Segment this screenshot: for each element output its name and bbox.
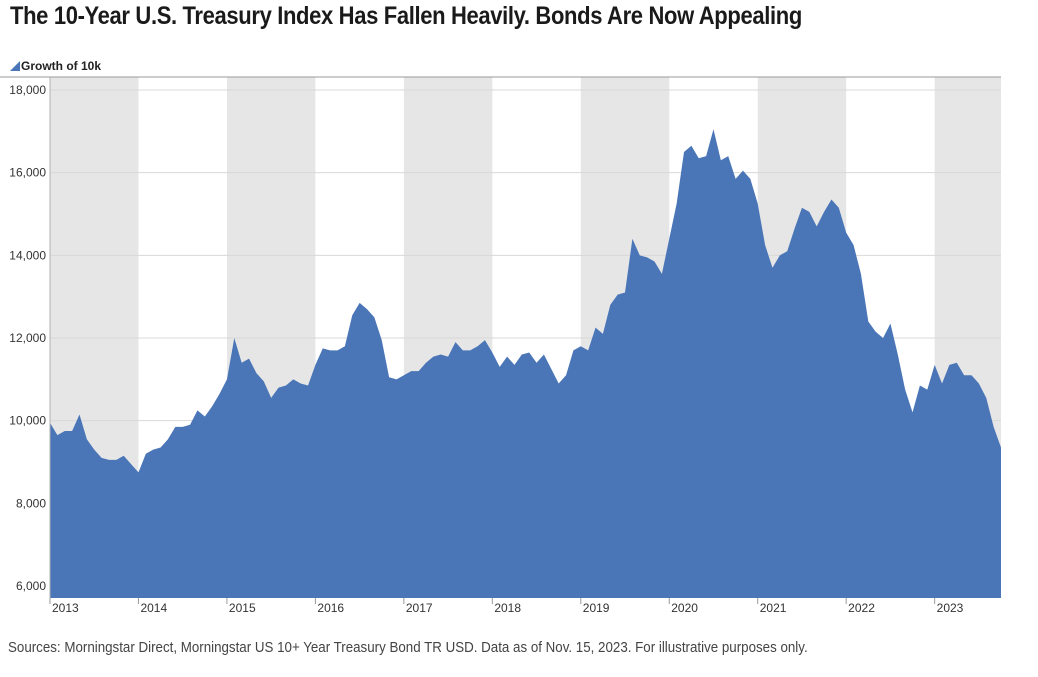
legend-label: Growth of 10k [21,59,102,73]
x-tick-label-2016: 2016 [317,601,344,615]
series-area [50,129,1001,598]
x-tick-label-2023: 2023 [937,601,964,615]
x-tick-label-2015: 2015 [229,601,256,615]
x-tick-label-2013: 2013 [52,601,79,615]
y-tick-label-10000: 10,000 [9,414,46,428]
y-tick-label-18000: 18,000 [9,83,46,97]
y-tick-label-6000: 6,000 [16,579,46,593]
legend: Growth of 10k [10,59,101,73]
x-tick-label-2014: 2014 [140,601,167,615]
chart-title: The 10-Year U.S. Treasury Index Has Fall… [10,2,802,30]
x-tick-label-2017: 2017 [406,601,433,615]
x-tick-label-2021: 2021 [760,601,787,615]
y-tick-label-14000: 14,000 [9,248,46,262]
x-tick-label-2018: 2018 [494,601,521,615]
source-note: Sources: Morningstar Direct, Morningstar… [8,640,808,656]
y-tick-label-8000: 8,000 [16,496,46,510]
x-tick-label-2020: 2020 [671,601,698,615]
x-tick-label-2022: 2022 [848,601,875,615]
x-tick-label-2019: 2019 [583,601,610,615]
legend-area-icon [10,61,20,71]
y-tick-label-16000: 16,000 [9,166,46,180]
y-tick-label-12000: 12,000 [9,331,46,345]
